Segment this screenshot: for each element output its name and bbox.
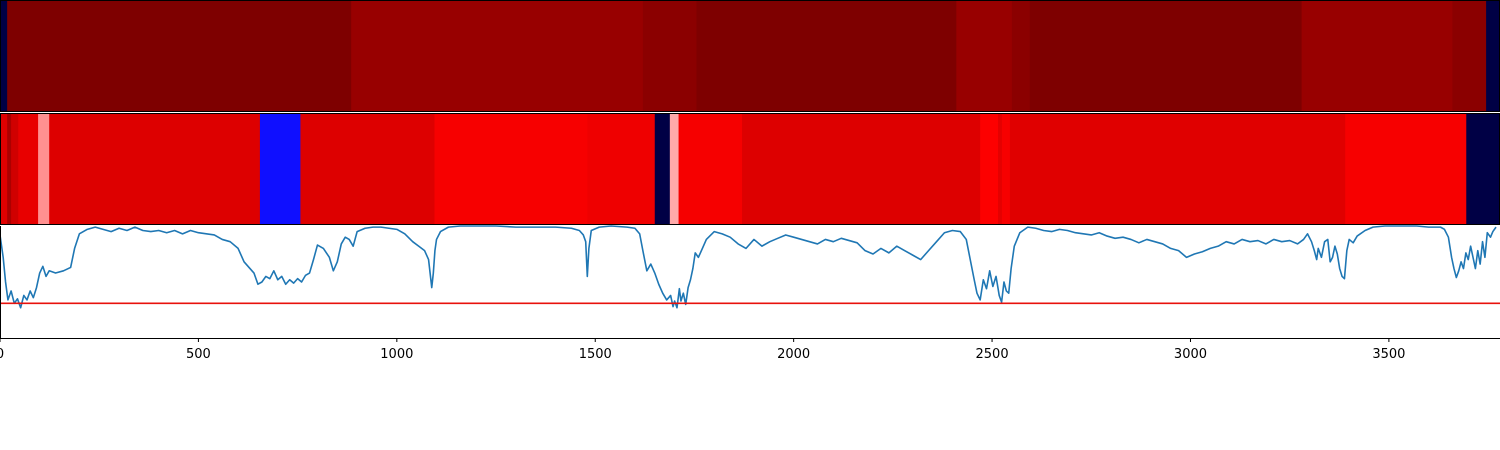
series-line [0, 225, 1497, 309]
heatmap-cell [300, 113, 436, 225]
heatmap-cell [1345, 113, 1467, 225]
heatmap-cell [1029, 0, 1303, 112]
heatmap-cell [696, 0, 957, 112]
heatmap-cell [11, 113, 19, 225]
heatmap-cell [1301, 0, 1453, 112]
middle-heatmap-strip [0, 113, 1500, 225]
heatmap-cell [0, 113, 8, 225]
line-plot-panel [0, 225, 1500, 338]
x-tick-label: 2000 [777, 347, 810, 362]
heatmap-cell [7, 0, 352, 112]
heatmap-cell [1486, 0, 1500, 112]
x-tick-label: 2500 [976, 347, 1009, 362]
heatmap-cell [1001, 113, 1011, 225]
heatmap-cell [587, 113, 656, 225]
heatmap-cell [351, 0, 644, 112]
top-heatmap-strip [0, 0, 1500, 112]
x-axis: 0 500 1000 1500 2000 2500 3000 3500 [0, 338, 1500, 362]
heatmap-cell [998, 113, 1003, 225]
x-tick-label: 1000 [380, 347, 413, 362]
heatmap-cell [678, 113, 743, 225]
heatmap-cell [1452, 0, 1487, 112]
heatmap-cell [38, 113, 50, 225]
x-tick-label: 3000 [1174, 347, 1207, 362]
heatmap-cell [669, 113, 680, 225]
x-tick-label: 3500 [1372, 347, 1405, 362]
x-tick-label: 1500 [579, 347, 612, 362]
heatmap-cell [18, 113, 39, 225]
heatmap-cell [654, 113, 671, 225]
heatmap-cell [1011, 0, 1031, 112]
heatmap-cell [742, 113, 981, 225]
heatmap-cell [259, 113, 301, 225]
heatmap-cell [642, 0, 697, 112]
heatmap-cell [956, 0, 1013, 112]
x-tick-label: 0 [0, 347, 4, 362]
heatmap-cell [49, 113, 261, 225]
heatmap-cell [980, 113, 999, 225]
heatmap-cell [1009, 113, 1346, 225]
heatmap-cell [7, 113, 12, 225]
x-tick-label: 500 [186, 347, 211, 362]
heatmap-cell [1466, 113, 1500, 225]
heatmap-cell [434, 113, 588, 225]
heatmap-cell [0, 0, 8, 112]
